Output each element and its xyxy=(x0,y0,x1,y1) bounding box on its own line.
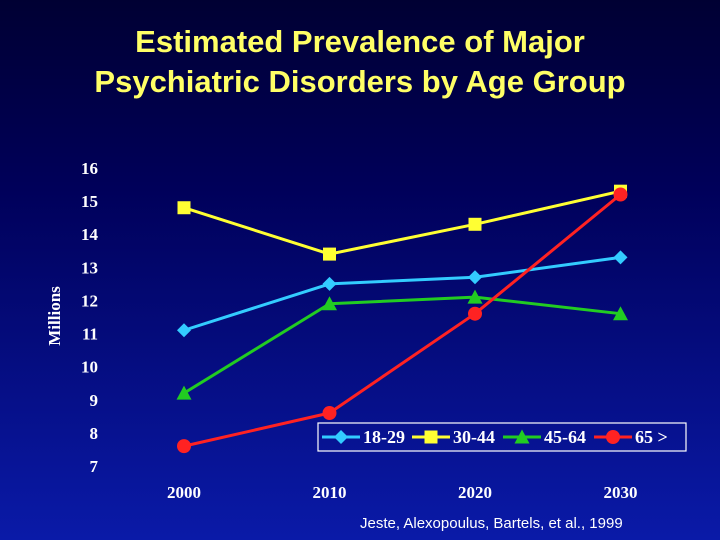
legend: 18-29 30-44 45-64 65 > xyxy=(317,422,687,452)
legend-label: 65 > xyxy=(635,427,668,447)
data-point-square xyxy=(177,201,191,215)
title-line-2: Psychiatric Disorders by Age Group xyxy=(94,64,626,99)
title-line-1: Estimated Prevalence of Major xyxy=(135,24,585,59)
series-line-4564 xyxy=(183,295,621,395)
data-point-square xyxy=(468,217,482,231)
data-point-circle xyxy=(177,439,191,454)
data-point-triangle xyxy=(322,296,337,311)
series-markers xyxy=(176,184,628,454)
data-point-diamond xyxy=(322,276,337,291)
legend-marker-circle xyxy=(606,430,620,444)
y-tick-label: 15 xyxy=(81,192,98,211)
legend-marker-diamond xyxy=(334,430,348,444)
data-point-triangle xyxy=(613,306,628,321)
series-line-1829 xyxy=(183,255,621,332)
y-axis-ticks: 16 15 14 13 12 11 10 9 8 7 xyxy=(81,159,99,476)
legend-label: 30-44 xyxy=(453,427,495,447)
x-tick-label: 2020 xyxy=(458,483,492,502)
y-tick-label: 16 xyxy=(81,159,98,178)
data-point-square xyxy=(323,247,336,261)
y-axis-label: Millions xyxy=(45,286,64,346)
y-tick-label: 14 xyxy=(81,225,99,244)
legend-marker-square xyxy=(424,430,438,444)
series-lines xyxy=(183,189,622,448)
x-tick-label: 2010 xyxy=(313,483,347,502)
data-point-circle xyxy=(613,187,628,202)
series-line-3044 xyxy=(183,189,621,256)
data-point-circle xyxy=(468,306,482,321)
x-tick-label: 2000 xyxy=(167,483,201,502)
chart-title: Estimated Prevalence of Major Psychiatri… xyxy=(0,22,720,102)
y-tick-label: 11 xyxy=(82,325,98,344)
source-citation: Jeste, Alexopoulus, Bartels, et al., 199… xyxy=(360,515,623,532)
y-tick-label: 8 xyxy=(90,424,99,443)
y-tick-label: 9 xyxy=(90,391,99,410)
data-point-triangle xyxy=(176,385,192,400)
data-point-triangle xyxy=(467,289,483,304)
legend-label: 18-29 xyxy=(363,427,405,447)
legend-label: 45-64 xyxy=(544,427,586,447)
y-tick-label: 12 xyxy=(81,291,98,310)
data-point-diamond xyxy=(613,250,628,265)
x-axis-ticks: 2000 2010 2020 2030 xyxy=(167,483,638,502)
x-tick-label: 2030 xyxy=(604,483,638,502)
legend-marker-triangle xyxy=(514,429,530,444)
y-tick-label: 7 xyxy=(90,457,99,476)
legend-box xyxy=(317,422,687,452)
y-tick-label: 13 xyxy=(81,258,98,277)
series-line-65 xyxy=(183,193,622,448)
data-point-diamond xyxy=(468,270,482,285)
data-point-circle xyxy=(322,406,337,421)
y-tick-label: 10 xyxy=(81,358,98,377)
data-point-diamond xyxy=(177,323,191,338)
